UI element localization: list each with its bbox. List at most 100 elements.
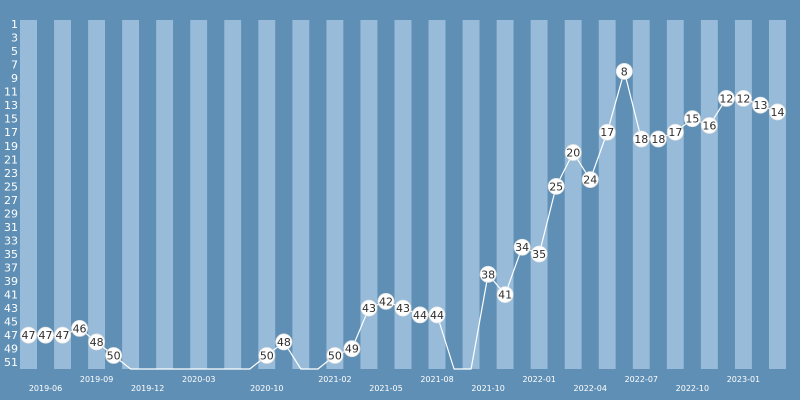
column-band: [598, 20, 616, 369]
data-label: 38: [481, 268, 495, 281]
x-tick-label: 2022-01: [522, 375, 555, 384]
y-tick-label: 19: [4, 140, 18, 153]
column-band: [751, 20, 769, 369]
column-band: [360, 20, 378, 369]
column-band: [734, 20, 752, 369]
column-band: [105, 20, 123, 369]
column-band: [683, 20, 701, 369]
y-axis: 1357911131517192123252729313335373941434…: [4, 18, 18, 369]
y-tick-label: 1: [11, 18, 18, 31]
data-point: [752, 96, 769, 114]
y-tick-label: 7: [11, 59, 18, 72]
data-point: [530, 245, 548, 263]
y-tick-label: 29: [4, 207, 18, 220]
data-label: 44: [413, 309, 427, 322]
column-band: [88, 20, 106, 369]
data-point: [632, 130, 650, 148]
column-band: [292, 20, 310, 369]
data-label: 35: [532, 248, 546, 261]
column-band: [462, 20, 480, 369]
data-label: 46: [73, 322, 87, 335]
column-band: [700, 20, 718, 369]
y-tick-label: 35: [4, 248, 18, 261]
data-label: 44: [430, 309, 444, 322]
column-band: [139, 20, 157, 369]
data-point: [37, 326, 54, 344]
column-band: [173, 20, 191, 369]
data-label: 48: [277, 336, 291, 349]
data-point: [701, 117, 718, 134]
column-band: [207, 20, 225, 369]
y-tick-label: 11: [4, 86, 18, 99]
y-tick-label: 43: [4, 302, 18, 315]
data-label: 49: [345, 343, 359, 356]
column-band: [241, 20, 259, 369]
x-tick-label: 2021-10: [471, 384, 504, 393]
data-point: [20, 326, 37, 344]
data-point: [326, 347, 344, 364]
data-label: 14: [770, 106, 784, 119]
column-band: [649, 20, 667, 369]
data-point: [718, 90, 735, 107]
column-band: [411, 20, 429, 369]
y-tick-label: 51: [4, 356, 18, 369]
column-band: [156, 20, 174, 369]
data-point: [513, 238, 531, 256]
data-point: [343, 340, 361, 358]
data-label: 17: [668, 126, 682, 139]
data-point: [735, 90, 752, 107]
x-axis: 2019-06 2019-09 2019-12 2020-03 2020-10 2021-…: [29, 375, 760, 393]
y-tick-label: 33: [4, 234, 18, 247]
data-point: [88, 333, 105, 351]
data-label: 18: [634, 133, 648, 146]
column-band: [275, 20, 293, 369]
data-point: [564, 144, 582, 161]
y-tick-label: 3: [11, 32, 18, 45]
y-tick-label: 45: [4, 316, 18, 329]
data-label: 50: [260, 349, 274, 362]
column-band: [615, 20, 633, 369]
data-label: 17: [600, 126, 614, 139]
x-tick-label: 2021-08: [420, 375, 453, 384]
data-label: 12: [719, 92, 733, 105]
data-point: [598, 123, 616, 141]
x-tick-label: 2022-04: [574, 384, 607, 393]
data-point: [377, 292, 395, 310]
data-point: [394, 299, 412, 317]
column-band: [530, 20, 548, 369]
data-label: 47: [39, 329, 53, 342]
y-tick-label: 49: [4, 343, 18, 356]
column-band: [513, 20, 531, 369]
column-band: [224, 20, 242, 369]
data-point: [411, 306, 429, 324]
column-band: [496, 20, 514, 369]
data-label: 50: [107, 349, 121, 362]
data-point: [258, 347, 276, 364]
data-point: [683, 110, 701, 128]
column-band: [20, 20, 38, 369]
data-label: 25: [549, 180, 563, 193]
column-band: [54, 20, 72, 369]
data-label: 42: [379, 295, 393, 308]
data-label: 20: [566, 147, 580, 160]
column-band: [309, 20, 327, 369]
data-point: [496, 286, 514, 303]
column-band: [632, 20, 650, 369]
data-point: [769, 103, 786, 121]
column-band: [445, 20, 463, 369]
y-tick-label: 23: [4, 167, 18, 180]
y-tick-label: 25: [4, 180, 18, 193]
x-tick-label: 2020-03: [182, 375, 215, 384]
column-band: [666, 20, 684, 369]
column-band: [564, 20, 582, 369]
data-point: [428, 306, 446, 324]
data-label: 15: [685, 113, 699, 126]
column-band: [326, 20, 344, 369]
data-label: 16: [702, 119, 716, 132]
data-label: 12: [736, 92, 750, 105]
y-tick-label: 13: [4, 99, 18, 112]
data-point: [105, 347, 123, 364]
column-bands: [20, 20, 786, 369]
